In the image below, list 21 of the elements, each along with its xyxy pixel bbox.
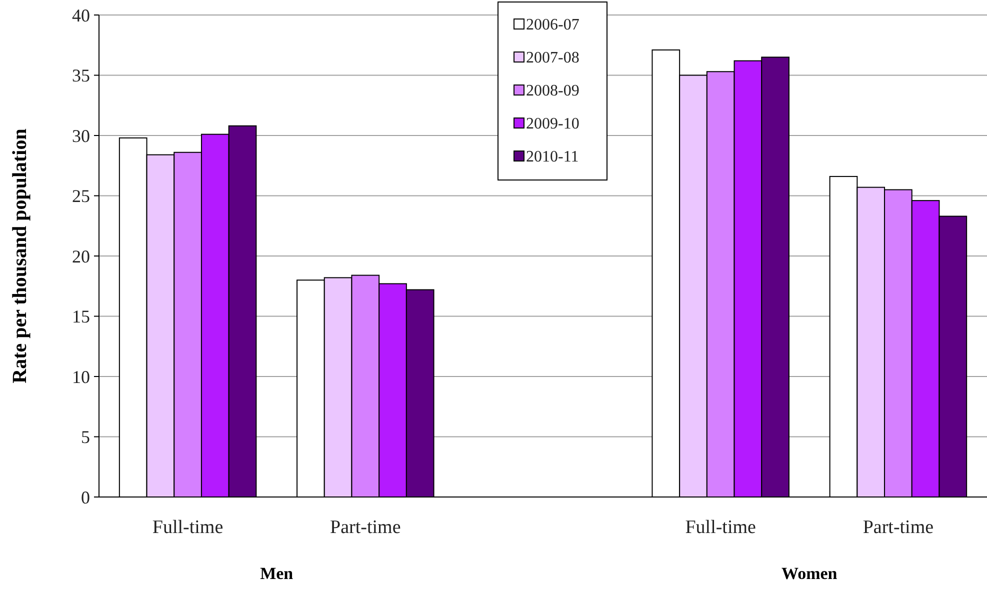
legend-label: 2010-11 xyxy=(526,148,579,166)
legend-label: 2009-10 xyxy=(526,116,580,133)
y-tick-label: 25 xyxy=(72,186,90,206)
x-tick-label: Full-time xyxy=(152,517,224,538)
y-tick-label: 40 xyxy=(72,5,90,26)
legend-label: 2007-08 xyxy=(526,50,580,67)
legend-label: 2008-09 xyxy=(526,82,580,100)
legend-label: 2006-07 xyxy=(526,16,580,34)
y-tick-label: 0 xyxy=(81,487,90,508)
text: Men xyxy=(260,564,294,583)
x-tick-label: Part-time xyxy=(330,517,401,538)
y-tick-label: 15 xyxy=(72,306,90,327)
y-tick-label: 20 xyxy=(72,246,90,266)
y-tick-label: 35 xyxy=(72,66,90,86)
y-axis-title: Rate per thousand population xyxy=(9,128,31,384)
y-tick-label: 10 xyxy=(72,366,90,387)
x-tick-label: Part-time xyxy=(862,517,934,538)
y-tick-label: 5 xyxy=(81,427,90,448)
x-tick-label: Full-time xyxy=(685,517,756,538)
y-tick-label: 30 xyxy=(72,126,90,146)
text: Women xyxy=(782,564,838,583)
